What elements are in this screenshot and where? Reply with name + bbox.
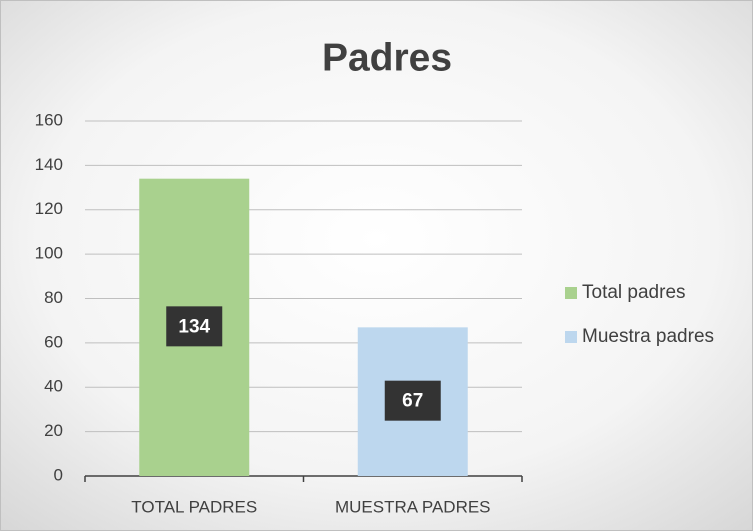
- data-label-box: [384, 380, 441, 421]
- y-tick-label: 40: [44, 377, 63, 396]
- data-label: 134: [178, 316, 210, 337]
- legend-swatch: [565, 331, 577, 343]
- y-tick-label: 80: [44, 288, 63, 307]
- legend-label: Total padres: [582, 282, 686, 303]
- x-tick-label: MUESTRA PADRES: [335, 497, 491, 516]
- y-tick-label: 0: [54, 465, 63, 484]
- data-label-box: [166, 306, 223, 347]
- data-label: 67: [402, 391, 423, 412]
- y-tick-label: 20: [44, 421, 63, 440]
- y-tick-label: 100: [35, 244, 63, 263]
- x-tick-label: TOTAL PADRES: [131, 497, 257, 516]
- legend-swatch: [565, 287, 577, 299]
- legend-label: Muestra padres: [582, 326, 714, 347]
- y-tick-label: 140: [35, 155, 63, 174]
- y-tick-label: 120: [35, 199, 63, 218]
- chart-title: Padres: [322, 36, 452, 79]
- y-tick-label: 60: [44, 332, 63, 351]
- y-tick-label: 160: [35, 110, 63, 129]
